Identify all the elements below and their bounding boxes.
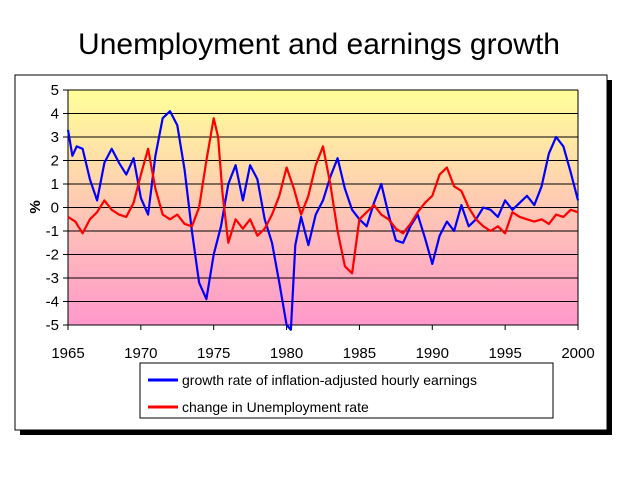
x-tick-label: 1975 (197, 345, 230, 362)
y-tick-label: 3 (51, 129, 59, 146)
y-tick-label: -4 (46, 294, 59, 311)
y-tick-label: -5 (46, 317, 59, 334)
series-line-unemployment (67, 117, 579, 275)
y-tick-label: 2 (51, 153, 59, 170)
series-lines (66, 110, 580, 331)
x-tick-label: 1965 (51, 345, 84, 362)
y-tick-label: 0 (51, 200, 59, 217)
legend: growth rate of inflation-adjusted hourly… (148, 372, 477, 415)
x-tick-label: 1995 (488, 345, 521, 362)
legend-label: change in Unemployment rate (182, 399, 369, 415)
y-tick-label: 1 (51, 176, 59, 193)
y-tick-labels: 5 4 3 2 1 0 -1 -2 -3 -4 -5 (46, 82, 59, 334)
series-line-earnings (66, 110, 580, 331)
x-tick-label: 1985 (343, 345, 376, 362)
y-tick-label: 5 (51, 82, 59, 99)
x-tick-label: 1970 (124, 345, 157, 362)
y-axis-label: % (27, 200, 44, 213)
legend-box (139, 362, 554, 419)
y-tick-label: -1 (46, 223, 59, 240)
axes (67, 90, 579, 325)
x-tick-label: 1990 (416, 345, 449, 362)
y-tick-label: -2 (46, 247, 59, 264)
x-tick-label: 2000 (561, 345, 594, 362)
x-tick-label: 1980 (270, 345, 303, 362)
y-tick-label: -3 (46, 270, 59, 287)
legend-label: growth rate of inflation-adjusted hourly… (182, 372, 477, 388)
x-tick-labels: 1965 1970 1975 1980 1985 1990 1995 2000 (51, 345, 594, 362)
grid-lines (63, 89, 579, 330)
chart-title: Unemployment and earnings growth (78, 28, 560, 61)
y-tick-label: 4 (51, 106, 59, 123)
